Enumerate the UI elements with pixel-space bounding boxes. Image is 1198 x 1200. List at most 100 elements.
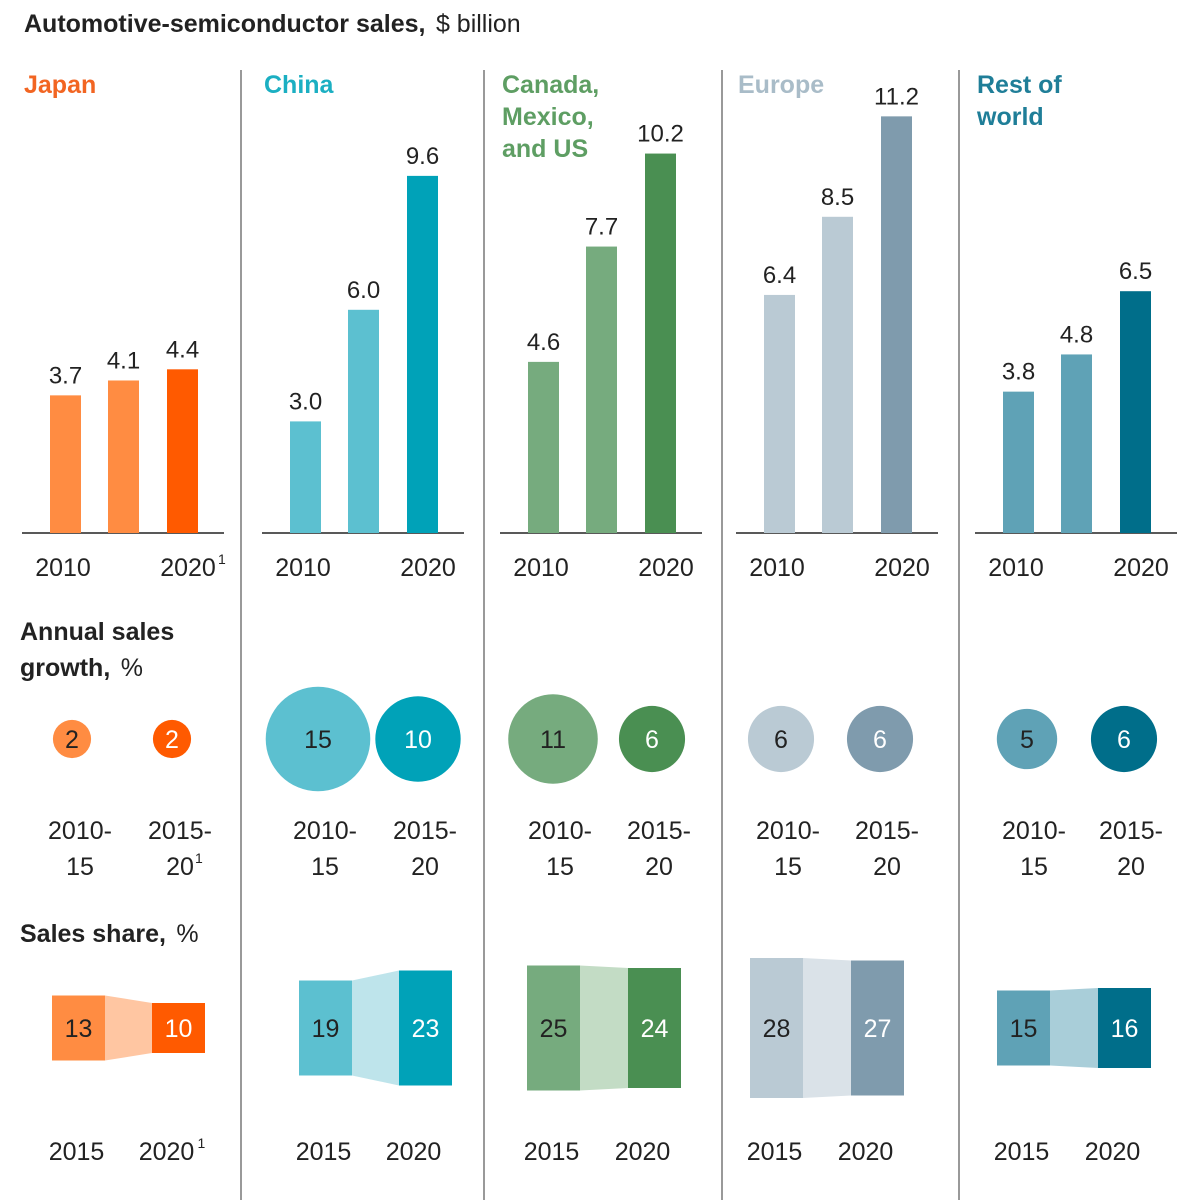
growth-period-label: 15 [774,853,802,881]
share-year-label: 2020 [1085,1138,1141,1166]
growth-period-label: 2010- [756,817,820,845]
growth-value-label: 6 [774,726,788,754]
growth-section-label: Annual sales [20,618,174,646]
growth-period-label: 2010- [1002,817,1066,845]
growth-bubble [747,705,815,773]
growth-period-label: 20 [411,853,439,881]
footnote-marker: 1 [198,1135,206,1151]
bar-value-label: 11.2 [874,83,919,110]
growth-value-label: 10 [404,726,432,754]
region-panel-rest-of-world: Rest of world 3.8 4.8 6.5 2010 2020 5 6 2010- 15 20… [975,71,1177,1166]
share-value-label: 28 [763,1015,791,1043]
share-block [52,995,105,1061]
region-name: Canada, [502,71,599,99]
share-value-label: 23 [412,1015,440,1043]
growth-period-label: 2010- [528,817,592,845]
x-tick-label: 2010 [988,554,1044,582]
x-tick-label: 2020 [638,554,694,582]
region-name: Europe [738,71,824,99]
share-block [299,980,352,1076]
share-value-label: 27 [864,1015,892,1043]
bar-value-label: 4.1 [107,347,140,374]
share-connector [803,958,851,1098]
sales-bar [108,380,139,533]
share-block [527,965,580,1091]
growth-period-label: 20 [166,853,194,881]
share-value-label: 19 [312,1015,340,1043]
sales-bar [1061,354,1092,533]
sales-bar [167,369,198,533]
growth-period-label: 20 [645,853,673,881]
growth-value-label: 6 [645,726,659,754]
sales-bar [407,175,438,533]
x-tick-label: 2010 [749,554,805,582]
growth-bubble [152,719,192,759]
region-name: Rest of [977,71,1062,99]
growth-bubble [508,694,598,784]
share-connector [580,965,628,1091]
growth-period-label: 2015- [393,817,457,845]
share-block [750,958,803,1098]
growth-bubble [265,686,371,792]
growth-period-label: 15 [546,853,574,881]
growth-period-label: 15 [66,853,94,881]
bar-value-label: 8.5 [821,184,854,211]
bar-value-label: 3.0 [289,388,322,415]
x-tick-label: 2020 [160,554,216,582]
bar-value-label: 6.0 [347,277,380,304]
x-tick-label: 2010 [513,554,569,582]
share-block [851,960,904,1096]
growth-bubble [846,705,914,773]
growth-period-label: 2010- [48,817,112,845]
sales-bar [822,216,853,534]
bar-value-label: 6.4 [763,262,796,289]
footnote-marker: 1 [218,551,226,567]
growth-period-label: 2015- [627,817,691,845]
share-block [997,990,1050,1066]
x-tick-label: 2020 [400,554,456,582]
share-block [399,970,452,1086]
growth-bubble [996,708,1058,770]
region-name: Japan [24,71,96,99]
bar-value-label: 3.7 [49,362,82,389]
share-block [628,968,681,1088]
growth-period-label: 20 [1117,853,1145,881]
sales-bar [348,309,379,533]
panel-dividers [240,70,960,1200]
region-name: Mexico, [502,103,594,131]
share-value-label: 16 [1111,1015,1139,1043]
share-value-label: 24 [641,1015,669,1043]
share-year-label: 2015 [296,1138,352,1166]
share-block [1098,988,1151,1068]
growth-value-label: 11 [540,726,566,754]
region-panel-canada-mexico-and-us: Canada, Mexico, and US 4.6 7.7 10.2 2010 2020 11… [500,71,702,1166]
share-connector [352,970,399,1086]
x-tick-label: 2020 [1113,554,1169,582]
sales-bar [290,421,321,533]
bar-value-label: 4.4 [166,336,199,363]
share-year-label: 2015 [524,1138,580,1166]
sales-bar [1003,391,1034,533]
share-year-label: 2020 [615,1138,671,1166]
growth-value-label: 2 [65,726,79,754]
growth-period-label: 2010- [293,817,357,845]
x-tick-label: 2010 [275,554,331,582]
sales-bar [881,116,912,534]
share-value-label: 13 [65,1015,93,1043]
footnote-marker: 1 [195,850,203,866]
x-tick-label: 2010 [35,554,91,582]
sales-bar [528,361,559,533]
sales-bar [50,395,81,533]
growth-period-label: 15 [311,853,339,881]
share-year-label: 2015 [994,1138,1050,1166]
share-year-label: 2015 [49,1138,105,1166]
growth-period-label: 2015- [148,817,212,845]
growth-value-label: 5 [1020,726,1034,754]
region-name: China [264,71,335,99]
growth-value-label: 6 [873,726,887,754]
chart-title: Automotive-semiconductor sales, $ billio… [24,10,521,38]
